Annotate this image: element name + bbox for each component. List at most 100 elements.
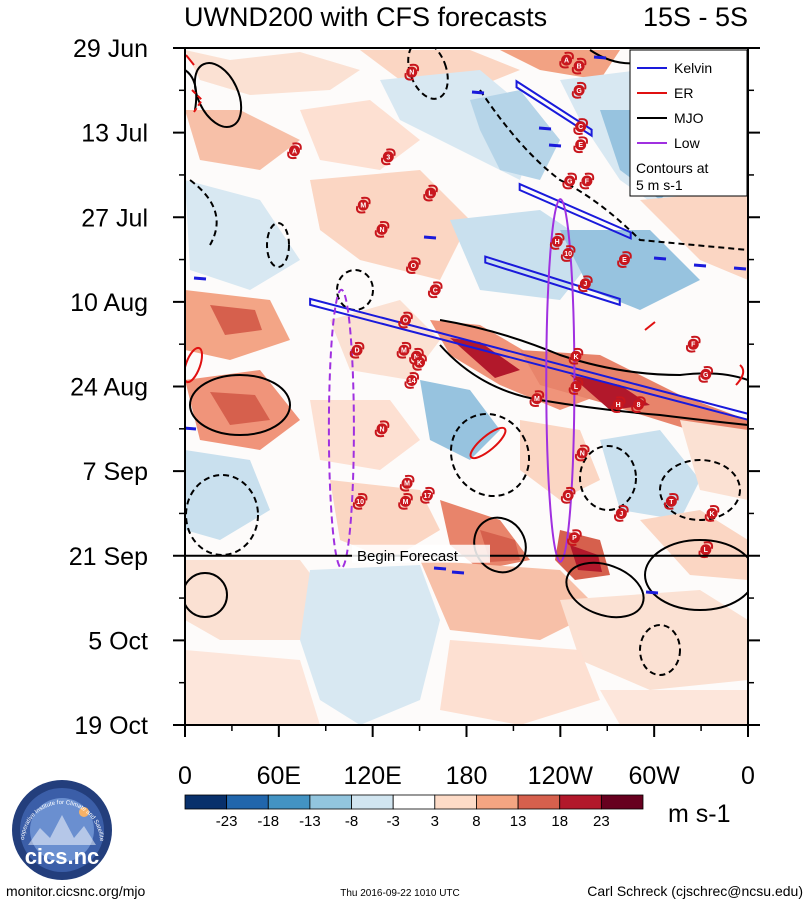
storm-arm [567, 172, 578, 181]
storm-symbol: 10 [560, 245, 576, 262]
storm-symbol: 3 [380, 148, 396, 166]
kelvin-wave [309, 297, 748, 421]
colorbar-swatch [226, 794, 269, 810]
storm-label: 8 [637, 402, 641, 409]
storm-label: C [433, 287, 438, 294]
legend-low-label: Low [674, 135, 701, 151]
kelvin-dash [538, 126, 552, 131]
storm-symbol: E [573, 136, 588, 154]
storm-center [633, 399, 645, 411]
storm-center [376, 423, 388, 435]
kelvin-wave [515, 79, 593, 138]
storm-arm [428, 184, 438, 193]
storm-center [400, 495, 412, 507]
y-tick-label: 21 Sep [69, 543, 148, 571]
storm-symbol: K [704, 505, 720, 522]
storm-label: G [567, 178, 573, 185]
colorbar-swatch [600, 794, 644, 810]
storm-symbol: D [349, 341, 365, 359]
storm-symbol: 14 [404, 372, 420, 389]
storm-arm [576, 81, 587, 90]
storm-center [414, 356, 426, 368]
kelvin-wave-contours [185, 55, 748, 595]
storm-label: K [417, 360, 422, 367]
storm-arm [560, 496, 571, 504]
storm-symbol: L [568, 378, 584, 395]
storm-arm [562, 181, 572, 190]
footer-site-url[interactable]: monitor.cicsnc.org/mjo [6, 883, 145, 899]
storm-arm [616, 396, 626, 404]
storm-symbol: M [399, 474, 415, 492]
storm-arm [404, 72, 414, 81]
storm-arm [573, 347, 584, 356]
storm-symbol: B [571, 57, 587, 75]
colorbar-swatch [392, 794, 436, 810]
storm-label: K [709, 511, 714, 518]
storm-label: L [574, 384, 579, 391]
storm-arm [631, 405, 641, 414]
storm-label: M [401, 348, 407, 355]
storm-arm [576, 57, 587, 66]
storm-arm [610, 405, 621, 414]
begin-forecast-label: Begin Forecast [357, 548, 459, 565]
storm-symbol: T [664, 492, 679, 510]
storm-arm [564, 51, 574, 60]
storm-arm [555, 233, 565, 241]
storm-label: O [403, 318, 409, 325]
storm-symbol: O [398, 311, 413, 329]
storm-symbol: 8 [631, 396, 646, 414]
storm-center [700, 544, 712, 556]
y-tick-label: 24 Aug [70, 374, 148, 402]
colorbar-label: 23 [593, 813, 610, 830]
storm-label: P [572, 535, 577, 542]
storm-label: M [403, 499, 409, 506]
colorbar: -23 -18 -13 -8 -3 3 8 13 18 23 [184, 794, 644, 830]
storm-arm [352, 502, 363, 510]
storm-label: 10 [564, 251, 572, 258]
storm-label: N [380, 426, 385, 433]
colorbar-swatch [434, 794, 477, 810]
storm-arm [386, 148, 396, 157]
x-tick-label: 0 [178, 762, 192, 790]
storm-label: D [354, 348, 359, 355]
storm-label: 17 [424, 493, 432, 500]
storm-arm [349, 350, 360, 359]
storm-arm [409, 372, 420, 380]
storm-label: 14 [408, 378, 416, 385]
storm-center [570, 350, 582, 362]
colorbar-label: -23 [216, 813, 238, 830]
chart-title: UWND200 with CFS forecasts [184, 2, 547, 32]
storm-arm [573, 145, 583, 154]
storm-label: M [360, 203, 366, 210]
storm-arm [622, 251, 632, 259]
storm-label: O [565, 493, 571, 500]
storm-arm [403, 311, 413, 320]
storm-arm [559, 60, 569, 69]
storm-center [401, 477, 413, 489]
storm-center [406, 374, 418, 386]
storm-label: E [578, 142, 583, 149]
storm-center [551, 235, 563, 247]
colorbar-swatch [476, 794, 519, 810]
storm-label: G [703, 372, 709, 379]
storm-arm [412, 363, 422, 371]
y-tick-label: 7 Sep [83, 458, 148, 486]
mjo-contours [185, 48, 748, 676]
storm-arm [423, 193, 433, 202]
storm-arm [292, 142, 302, 151]
storm-label: J [583, 281, 587, 288]
storm-arm [571, 91, 582, 99]
storm-arm [567, 538, 577, 546]
y-tick-label: 19 Oct [74, 712, 148, 740]
storm-label: F [585, 178, 590, 185]
storm-arm [568, 357, 579, 365]
x-axis: 0 60E 120E 180 120W 60W 0 [178, 725, 755, 790]
x-tick-label: 60W [628, 762, 680, 790]
low-wave-ellipse [545, 198, 576, 563]
storm-label: N [380, 227, 385, 234]
storm-label: B [577, 64, 582, 71]
storm-center [357, 199, 369, 211]
storm-center [407, 260, 419, 272]
storm-arm [579, 181, 590, 190]
